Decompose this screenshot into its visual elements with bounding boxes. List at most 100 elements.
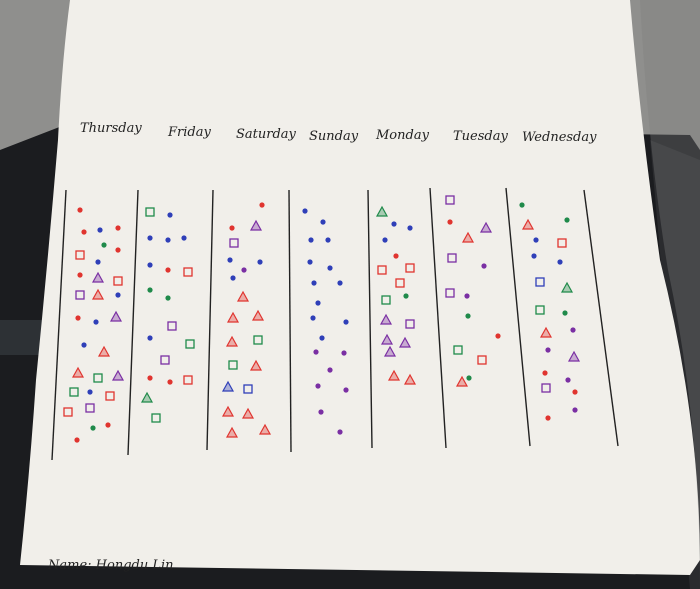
blue-triangle-marker xyxy=(221,380,235,392)
purple-dot-marker xyxy=(572,407,578,413)
green-dot-marker xyxy=(519,202,525,208)
purple-square-marker xyxy=(85,403,95,413)
purple-dot-marker xyxy=(313,349,319,355)
blue-dot-marker xyxy=(95,259,101,265)
blue-dot-marker xyxy=(325,237,331,243)
red-dot-marker xyxy=(75,315,81,321)
red-dot-marker xyxy=(167,379,173,385)
green-dot-marker xyxy=(562,310,568,316)
green-square-marker xyxy=(151,413,161,423)
red-square-marker xyxy=(557,238,567,248)
purple-square-marker xyxy=(405,319,415,329)
green-dot-marker xyxy=(90,425,96,431)
red-dot-marker xyxy=(542,370,548,376)
blue-square-marker xyxy=(535,277,545,287)
blue-dot-marker xyxy=(311,280,317,286)
red-triangle-marker xyxy=(455,375,469,387)
purple-dot-marker xyxy=(464,293,470,299)
red-dot-marker xyxy=(105,422,111,428)
paper-shadow xyxy=(640,0,700,589)
red-triangle-marker xyxy=(236,290,250,302)
red-square-marker xyxy=(113,276,123,286)
blue-dot-marker xyxy=(319,335,325,341)
blue-dot-marker xyxy=(257,259,263,265)
purple-square-marker xyxy=(160,355,170,365)
red-dot-marker xyxy=(572,389,578,395)
red-dot-marker xyxy=(229,225,235,231)
red-triangle-marker xyxy=(387,369,401,381)
blue-dot-marker xyxy=(307,259,313,265)
purple-dot-marker xyxy=(315,383,321,389)
purple-square-marker xyxy=(445,195,455,205)
green-square-marker xyxy=(185,339,195,349)
red-triangle-marker xyxy=(241,407,255,419)
blue-dot-marker xyxy=(308,237,314,243)
green-square-marker xyxy=(145,207,155,217)
red-dot-marker xyxy=(115,247,121,253)
red-triangle-marker xyxy=(97,345,111,357)
purple-dot-marker xyxy=(481,263,487,269)
red-triangle-marker xyxy=(251,309,265,321)
day-headers: Thursday Friday Saturday Sunday Monday T… xyxy=(80,121,597,145)
red-triangle-marker xyxy=(225,335,239,347)
purple-square-marker xyxy=(229,238,239,248)
day-header-sunday: Sunday xyxy=(309,129,359,144)
green-square-marker xyxy=(381,295,391,305)
blue-square-marker xyxy=(243,384,253,394)
purple-triangle-marker xyxy=(383,345,397,357)
red-square-marker xyxy=(105,391,115,401)
red-dot-marker xyxy=(545,415,551,421)
day-header-monday: Monday xyxy=(375,128,430,143)
blue-dot-marker xyxy=(115,292,121,298)
green-dot-marker xyxy=(101,242,107,248)
purple-square-marker xyxy=(447,253,457,263)
blue-dot-marker xyxy=(230,275,236,281)
red-dot-marker xyxy=(165,267,171,273)
green-triangle-marker xyxy=(140,391,154,403)
red-dot-marker xyxy=(115,225,121,231)
red-triangle-marker xyxy=(226,311,240,323)
blue-dot-marker xyxy=(557,259,563,265)
green-dot-marker xyxy=(403,293,409,299)
blue-dot-marker xyxy=(337,280,343,286)
green-square-marker xyxy=(535,305,545,315)
red-triangle-marker xyxy=(461,231,475,243)
blue-dot-marker xyxy=(87,389,93,395)
red-triangle-marker xyxy=(403,373,417,385)
red-dot-marker xyxy=(495,333,501,339)
day-header-friday: Friday xyxy=(167,125,211,140)
blue-dot-marker xyxy=(407,225,413,231)
green-triangle-marker xyxy=(375,205,389,217)
column-divider xyxy=(367,189,373,449)
blue-dot-marker xyxy=(315,300,321,306)
purple-square-marker xyxy=(75,290,85,300)
green-triangle-marker xyxy=(560,281,574,293)
green-dot-marker xyxy=(147,287,153,293)
red-triangle-marker xyxy=(225,426,239,438)
green-dot-marker xyxy=(466,375,472,381)
purple-triangle-marker xyxy=(109,310,123,322)
purple-square-marker xyxy=(541,383,551,393)
blue-dot-marker xyxy=(181,235,187,241)
red-dot-marker xyxy=(447,219,453,225)
blue-dot-marker xyxy=(343,319,349,325)
red-square-marker xyxy=(183,267,193,277)
purple-dot-marker xyxy=(337,429,343,435)
purple-dot-marker xyxy=(565,377,571,383)
red-square-marker xyxy=(377,265,387,275)
purple-triangle-marker xyxy=(379,313,393,325)
marker-symbols xyxy=(63,195,581,443)
blue-dot-marker xyxy=(320,219,326,225)
blue-dot-marker xyxy=(533,237,539,243)
blue-dot-marker xyxy=(147,235,153,241)
blue-dot-marker xyxy=(147,262,153,268)
purple-triangle-marker xyxy=(380,333,394,345)
purple-dot-marker xyxy=(343,387,349,393)
purple-square-marker xyxy=(445,288,455,298)
red-square-marker xyxy=(75,250,85,260)
red-triangle-marker xyxy=(71,366,85,378)
red-triangle-marker xyxy=(221,405,235,417)
blue-dot-marker xyxy=(97,227,103,233)
blue-dot-marker xyxy=(93,319,99,325)
